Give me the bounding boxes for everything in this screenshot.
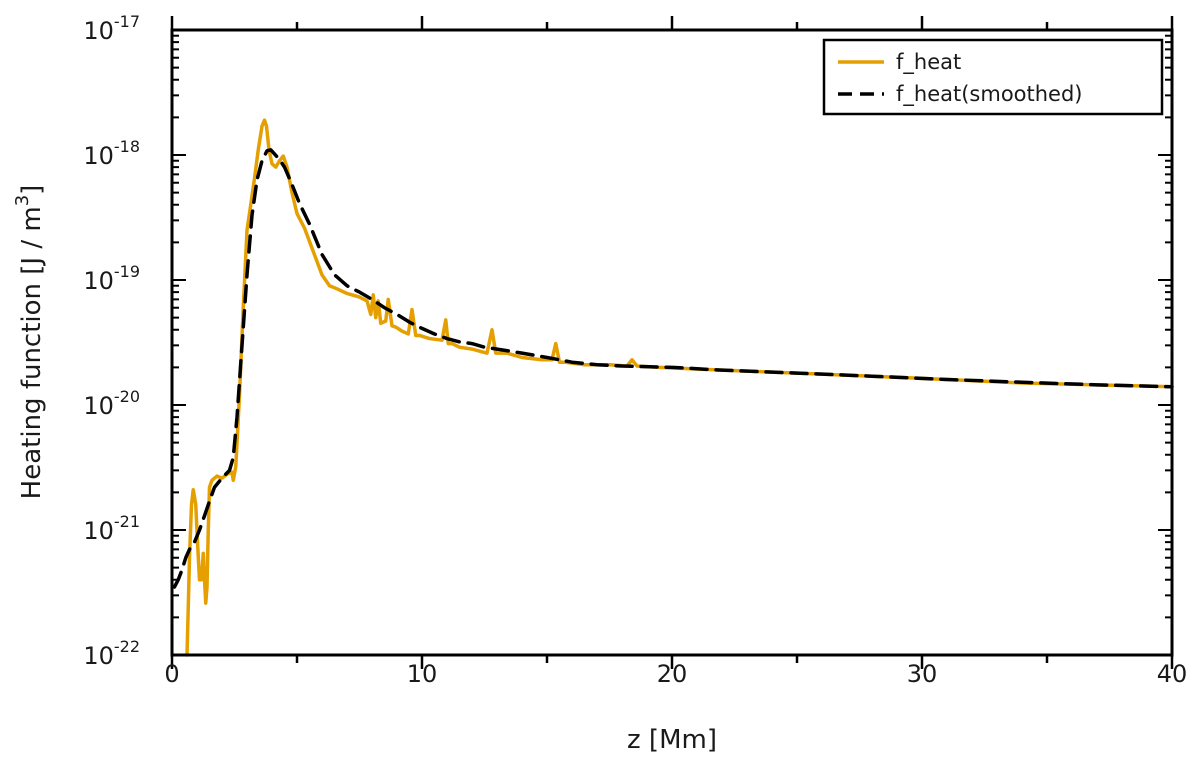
series-line-f-heat-smoothed xyxy=(172,148,1174,589)
x-tick-label: 40 xyxy=(1157,660,1188,688)
y-tick-label: 10-19 xyxy=(83,262,140,295)
x-tick-label: 10 xyxy=(407,660,438,688)
legend: f_heat f_heat(smoothed) xyxy=(822,38,1164,116)
legend-box xyxy=(822,38,1164,116)
y-tick-label: 10-17 xyxy=(83,12,140,45)
series-layer xyxy=(172,118,1174,657)
y-tick-labels: 10-22 10-21 10-20 10-19 10-18 10-17 xyxy=(83,12,140,670)
y-axis-label: Heating function [J / m3] xyxy=(12,185,47,500)
plot-frame xyxy=(170,28,1174,657)
legend-label-f-heat: f_heat xyxy=(896,50,961,75)
legend-label-f-heat-smoothed: f_heat(smoothed) xyxy=(896,82,1083,107)
y-tick-label: 10-22 xyxy=(83,637,140,670)
y-tick-label: 10-20 xyxy=(83,387,140,420)
x-tick-labels: 0 10 20 30 40 xyxy=(164,660,1187,688)
y-tick-label: 10-21 xyxy=(83,512,140,545)
y-tick-label: 10-18 xyxy=(83,137,140,170)
x-tick-label: 20 xyxy=(657,660,688,688)
series-line-f-heat xyxy=(185,118,1174,657)
x-tick-label: 30 xyxy=(907,660,938,688)
x-tick-label: 0 xyxy=(164,660,179,688)
x-axis-label: z [Mm] xyxy=(627,725,717,755)
